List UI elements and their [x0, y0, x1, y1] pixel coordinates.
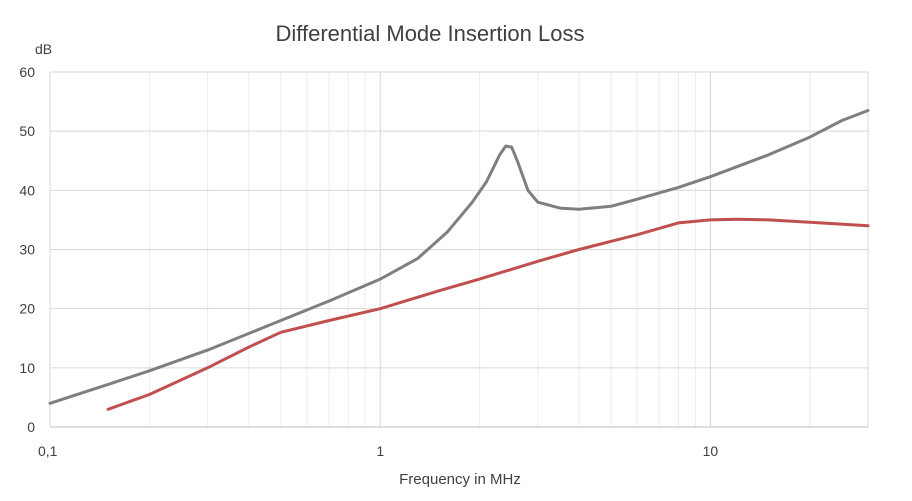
series-line-2 [106, 217, 870, 411]
y-tick-label: 20 [19, 301, 35, 317]
y-tick-label: 0 [27, 419, 35, 435]
y-axis-unit-label: dB [35, 41, 52, 57]
series-lines [48, 109, 870, 411]
x-tick-label: 10 [703, 443, 719, 459]
major-gridlines [49, 71, 869, 428]
y-tick-labels: 0 10 20 30 40 50 60 [19, 64, 35, 435]
y-tick-label: 30 [19, 242, 35, 258]
y-tick-label: 40 [19, 182, 35, 198]
x-tick-label: 1 [376, 443, 384, 459]
y-tick-label: 50 [19, 123, 35, 139]
axes [49, 72, 868, 428]
x-tick-labels: 0,1 1 10 [38, 443, 718, 459]
x-axis-label: Frequency in MHz [399, 471, 521, 488]
x-tick-label: 0,1 [38, 443, 58, 459]
chart-title: Differential Mode Insertion Loss [276, 21, 585, 46]
y-tick-label: 60 [19, 64, 35, 80]
y-tick-label: 10 [19, 360, 35, 376]
series-line-1 [48, 109, 870, 405]
